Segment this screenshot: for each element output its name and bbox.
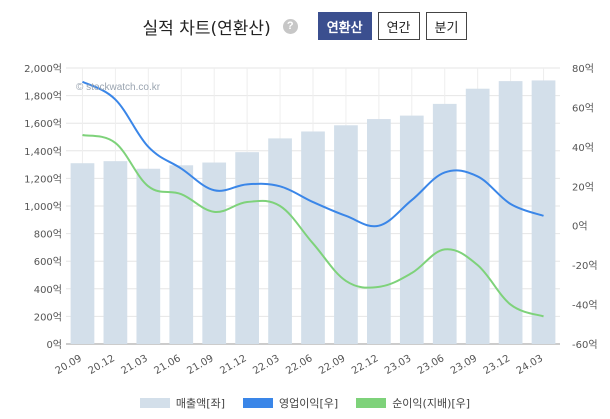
legend-label-operating: 영업이익[우] (279, 397, 339, 410)
y-left-tick-label: 2,000억 (24, 63, 62, 75)
x-tick-label: 21.03 (120, 353, 150, 377)
x-tick-label: 21.09 (185, 353, 215, 377)
watermark: © stockwatch.co.kr (76, 82, 161, 93)
net-profit-line[interactable] (82, 134, 544, 318)
legend-item-operating[interactable]: 영업이익[우] (243, 395, 338, 411)
y-right-tick-label: -60억 (572, 339, 598, 351)
y-left-tick-label: 1,200억 (24, 173, 62, 185)
profit-lines (81, 80, 544, 318)
revenue-bar[interactable] (531, 80, 556, 345)
revenue-bar[interactable] (367, 119, 391, 344)
x-tick-label: 22.03 (251, 353, 281, 377)
x-tick-label: 21.12 (218, 353, 248, 377)
legend-label-revenue: 매출액[좌] (175, 397, 225, 410)
y-left-tick-label: 200억 (34, 311, 62, 323)
x-tick-label: 23.12 (482, 353, 512, 377)
revenue-bar[interactable] (399, 115, 424, 344)
y-left-tick-label: 400억 (34, 284, 62, 296)
revenue-bar[interactable] (103, 161, 128, 344)
chart-header: 실적 차트(연환산) ? 연환산 연간 분기 (0, 10, 610, 42)
chart-title: 실적 차트(연환산) (142, 18, 271, 39)
revenue-bar[interactable] (136, 168, 161, 344)
legend-item-net[interactable]: 순이익(지배)[우] (356, 395, 470, 411)
y-left-tick-label: 0억 (46, 339, 62, 351)
revenue-bar[interactable] (70, 163, 95, 344)
x-tick-label: 24.03 (515, 353, 545, 377)
revenue-bar[interactable] (202, 162, 227, 344)
y-left-tick-label: 1,400억 (24, 146, 62, 158)
x-tick-label: 20.09 (54, 353, 84, 377)
y-right-tick-label: -40억 (572, 300, 598, 312)
y-left-tick-label: 600억 (34, 256, 62, 268)
x-tick-label: 23.09 (449, 353, 479, 377)
operating-profit-line[interactable] (81, 80, 544, 228)
legend-item-revenue[interactable]: 매출액[좌] (139, 395, 225, 411)
tab-quarterly[interactable]: 분기 (425, 12, 468, 40)
legend: 매출액[좌] 영업이익[우] 순이익(지배)[우] (0, 394, 610, 412)
revenue-bar[interactable] (268, 138, 292, 344)
y-left-tick-label: 1,000억 (24, 201, 62, 213)
legend-label-net: 순이익(지배)[우] (392, 397, 471, 410)
tab-annual[interactable]: 연간 (377, 12, 420, 40)
y-right-tick-label: 60억 (572, 102, 594, 114)
y-right-tick-label: 80억 (572, 63, 594, 75)
y-right-tick-label: -20억 (572, 260, 598, 272)
x-tick-label: 22.06 (284, 353, 314, 377)
x-tick-label: 22.12 (350, 353, 380, 377)
revenue-bar[interactable] (334, 125, 358, 345)
revenue-bar[interactable] (169, 165, 194, 344)
legend-swatch-operating (243, 398, 273, 408)
x-tick-label: 22.09 (317, 353, 347, 377)
revenue-bar[interactable] (235, 152, 259, 344)
y-left-tick-label: 1,800억 (24, 91, 62, 103)
y-right-tick-label: 0억 (572, 221, 588, 233)
tab-annualized[interactable]: 연환산 (317, 12, 372, 40)
help-icon[interactable]: ? (282, 18, 298, 34)
revenue-bar[interactable] (465, 88, 490, 344)
x-tick-label: 23.03 (383, 353, 413, 377)
y-left-tick-label: 1,600억 (24, 118, 62, 130)
x-tick-label: 21.06 (152, 353, 182, 377)
y-right-tick-label: 20억 (572, 181, 594, 193)
revenue-bar[interactable] (498, 81, 523, 345)
x-tick-label: 23.06 (416, 353, 446, 377)
y-right-tick-label: 40억 (572, 142, 594, 154)
legend-swatch-revenue (139, 398, 170, 408)
x-tick-label: 20.12 (87, 353, 117, 377)
revenue-bar[interactable] (432, 103, 457, 344)
y-left-tick-label: 800억 (34, 229, 62, 241)
revenue-bar[interactable] (301, 131, 325, 344)
legend-swatch-net (356, 398, 387, 408)
